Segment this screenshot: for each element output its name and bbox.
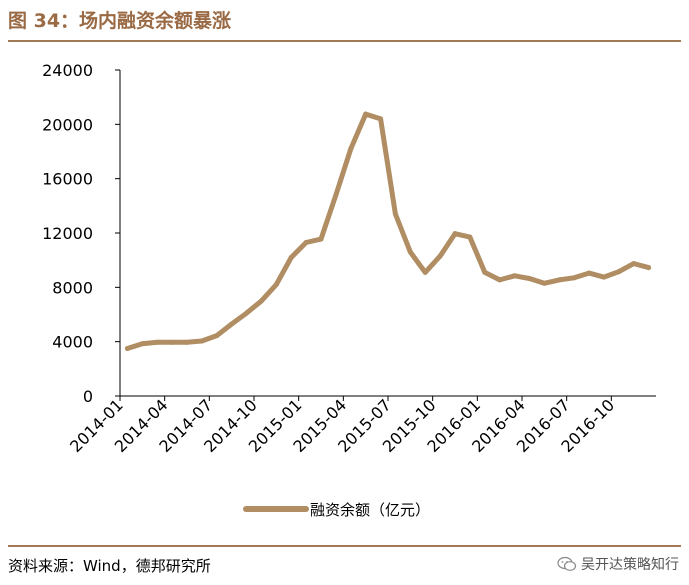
y-tick-label: 12000 bbox=[42, 224, 93, 243]
data-point bbox=[467, 234, 473, 240]
data-point bbox=[378, 116, 384, 122]
series-group bbox=[124, 111, 652, 351]
top-rule bbox=[8, 40, 681, 42]
data-point bbox=[497, 277, 503, 283]
data-point bbox=[616, 269, 622, 275]
axes bbox=[119, 70, 656, 397]
data-point bbox=[452, 231, 458, 237]
data-point bbox=[646, 265, 652, 271]
data-point bbox=[556, 277, 562, 283]
data-point bbox=[407, 249, 413, 255]
data-point bbox=[526, 276, 532, 282]
data-point bbox=[482, 269, 488, 275]
data-point bbox=[139, 341, 145, 347]
data-point bbox=[288, 254, 294, 260]
watermark: 吴开达策略知行 bbox=[557, 554, 679, 574]
data-point bbox=[244, 310, 250, 316]
data-point bbox=[571, 275, 577, 281]
data-point bbox=[273, 282, 279, 288]
y-tick-label: 4000 bbox=[52, 333, 93, 352]
data-point bbox=[169, 339, 175, 345]
watermark-text: 吴开达策略知行 bbox=[581, 557, 679, 573]
data-point bbox=[512, 273, 518, 279]
data-point bbox=[348, 146, 354, 152]
legend: 融资余额（亿元） bbox=[243, 501, 430, 519]
figure-title: 图 34：场内融资余额暴涨 bbox=[8, 10, 232, 32]
y-tick-label: 0 bbox=[83, 387, 93, 406]
data-point bbox=[229, 321, 235, 327]
source-note: 资料来源：Wind，德邦研究所 bbox=[8, 557, 211, 575]
legend-label: 融资余额（亿元） bbox=[310, 501, 430, 519]
y-axis-ticks: 0 4000 8000 12000 16000 20000 24000 bbox=[42, 61, 120, 406]
x-axis-ticks: 2014-012014-042014-072014-102015-012015-… bbox=[66, 395, 618, 456]
wechat-icon bbox=[557, 556, 577, 571]
data-point bbox=[392, 211, 398, 217]
bottom-rule bbox=[8, 545, 681, 547]
y-tick-label: 24000 bbox=[42, 61, 93, 80]
data-point bbox=[601, 274, 607, 280]
data-point bbox=[363, 111, 369, 117]
data-point bbox=[184, 339, 190, 345]
data-point bbox=[124, 345, 130, 351]
data-point bbox=[333, 192, 339, 198]
data-point bbox=[318, 236, 324, 242]
y-tick-label: 16000 bbox=[42, 170, 93, 189]
data-point bbox=[586, 270, 592, 276]
data-point bbox=[631, 261, 637, 267]
data-point bbox=[214, 333, 220, 339]
y-tick-label: 8000 bbox=[52, 278, 93, 297]
data-point bbox=[422, 269, 428, 275]
data-point bbox=[199, 338, 205, 344]
data-point bbox=[154, 339, 160, 345]
series-line-financing-balance bbox=[124, 111, 652, 351]
data-point bbox=[258, 298, 264, 304]
data-point bbox=[303, 240, 309, 246]
data-point bbox=[541, 280, 547, 286]
y-tick-label: 20000 bbox=[42, 115, 93, 134]
data-point bbox=[437, 253, 443, 259]
